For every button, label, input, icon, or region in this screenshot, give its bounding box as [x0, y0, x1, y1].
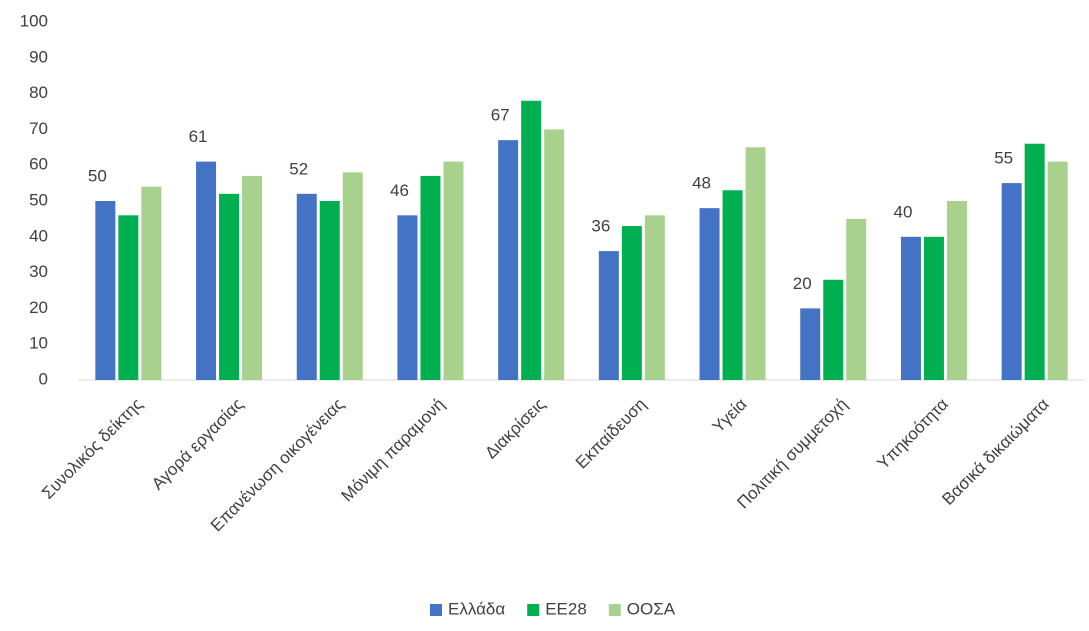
bar — [1047, 161, 1068, 380]
bar — [823, 279, 844, 380]
bar — [699, 208, 720, 380]
bar — [242, 175, 263, 380]
bar — [196, 161, 217, 380]
y-tick-label: 80 — [29, 83, 48, 102]
data-label: 40 — [893, 202, 912, 221]
x-tick-label: Εκπαίδευση — [572, 395, 650, 473]
y-tick-label: 30 — [29, 262, 48, 281]
x-tick-label: Πολιτική συμμετοχή — [733, 395, 851, 513]
data-label: 67 — [491, 106, 510, 125]
data-label: 61 — [189, 127, 208, 146]
bar — [722, 190, 743, 380]
bar — [397, 215, 418, 380]
bar — [900, 236, 921, 380]
bar — [219, 193, 240, 380]
y-tick-label: 0 — [39, 369, 48, 388]
data-label: 46 — [390, 181, 409, 200]
data-label: 50 — [88, 166, 107, 185]
bar — [621, 226, 642, 380]
bar — [319, 201, 340, 380]
data-label: 48 — [692, 174, 711, 193]
bar — [342, 172, 363, 380]
y-tick-label: 60 — [29, 155, 48, 174]
y-tick-label: 100 — [20, 11, 48, 30]
bar — [946, 201, 967, 380]
x-tick-label: Υπηκοότητα — [873, 394, 952, 473]
bar — [923, 236, 944, 380]
data-label: 20 — [793, 274, 812, 293]
bar — [846, 218, 867, 380]
y-tick-label: 40 — [29, 226, 48, 245]
y-tick-label: 70 — [29, 119, 48, 138]
y-tick-label: 10 — [29, 334, 48, 353]
data-label: 55 — [994, 149, 1013, 168]
y-tick-label: 90 — [29, 47, 48, 66]
bar — [420, 175, 441, 380]
legend-swatch — [608, 604, 621, 616]
bar — [598, 251, 619, 380]
bar — [1001, 183, 1022, 380]
bar — [118, 215, 139, 380]
bar — [141, 186, 162, 380]
bar — [296, 193, 317, 380]
bar — [443, 161, 464, 380]
bar — [544, 129, 565, 380]
x-tick-label: Αγορά εργασίας — [148, 395, 247, 494]
bar — [1024, 143, 1045, 380]
x-tick-label: Συνολικός δείκτης — [38, 395, 146, 503]
bar — [521, 100, 542, 380]
data-label: 36 — [591, 217, 610, 236]
legend-label: ΟΟΣΑ — [627, 599, 676, 618]
x-tick-label: Μόνιμη παραμονή — [338, 395, 449, 506]
bar — [800, 308, 821, 380]
legend-swatch — [430, 604, 442, 616]
legend-label: Ελλάδα — [448, 599, 505, 618]
data-label: 52 — [289, 159, 308, 178]
bar — [644, 215, 665, 380]
bar — [498, 140, 519, 380]
legend-swatch — [527, 604, 540, 616]
bar — [745, 147, 766, 380]
x-tick-label: Διακρίσεις — [481, 395, 549, 463]
bar — [95, 201, 116, 380]
x-tick-label: Βασικά δικαιώματα — [938, 394, 1052, 508]
y-tick-label: 20 — [29, 298, 48, 317]
x-tick-label: Υγεία — [709, 394, 751, 436]
legend-label: ΕΕ28 — [545, 599, 587, 618]
y-tick-label: 50 — [29, 190, 48, 209]
